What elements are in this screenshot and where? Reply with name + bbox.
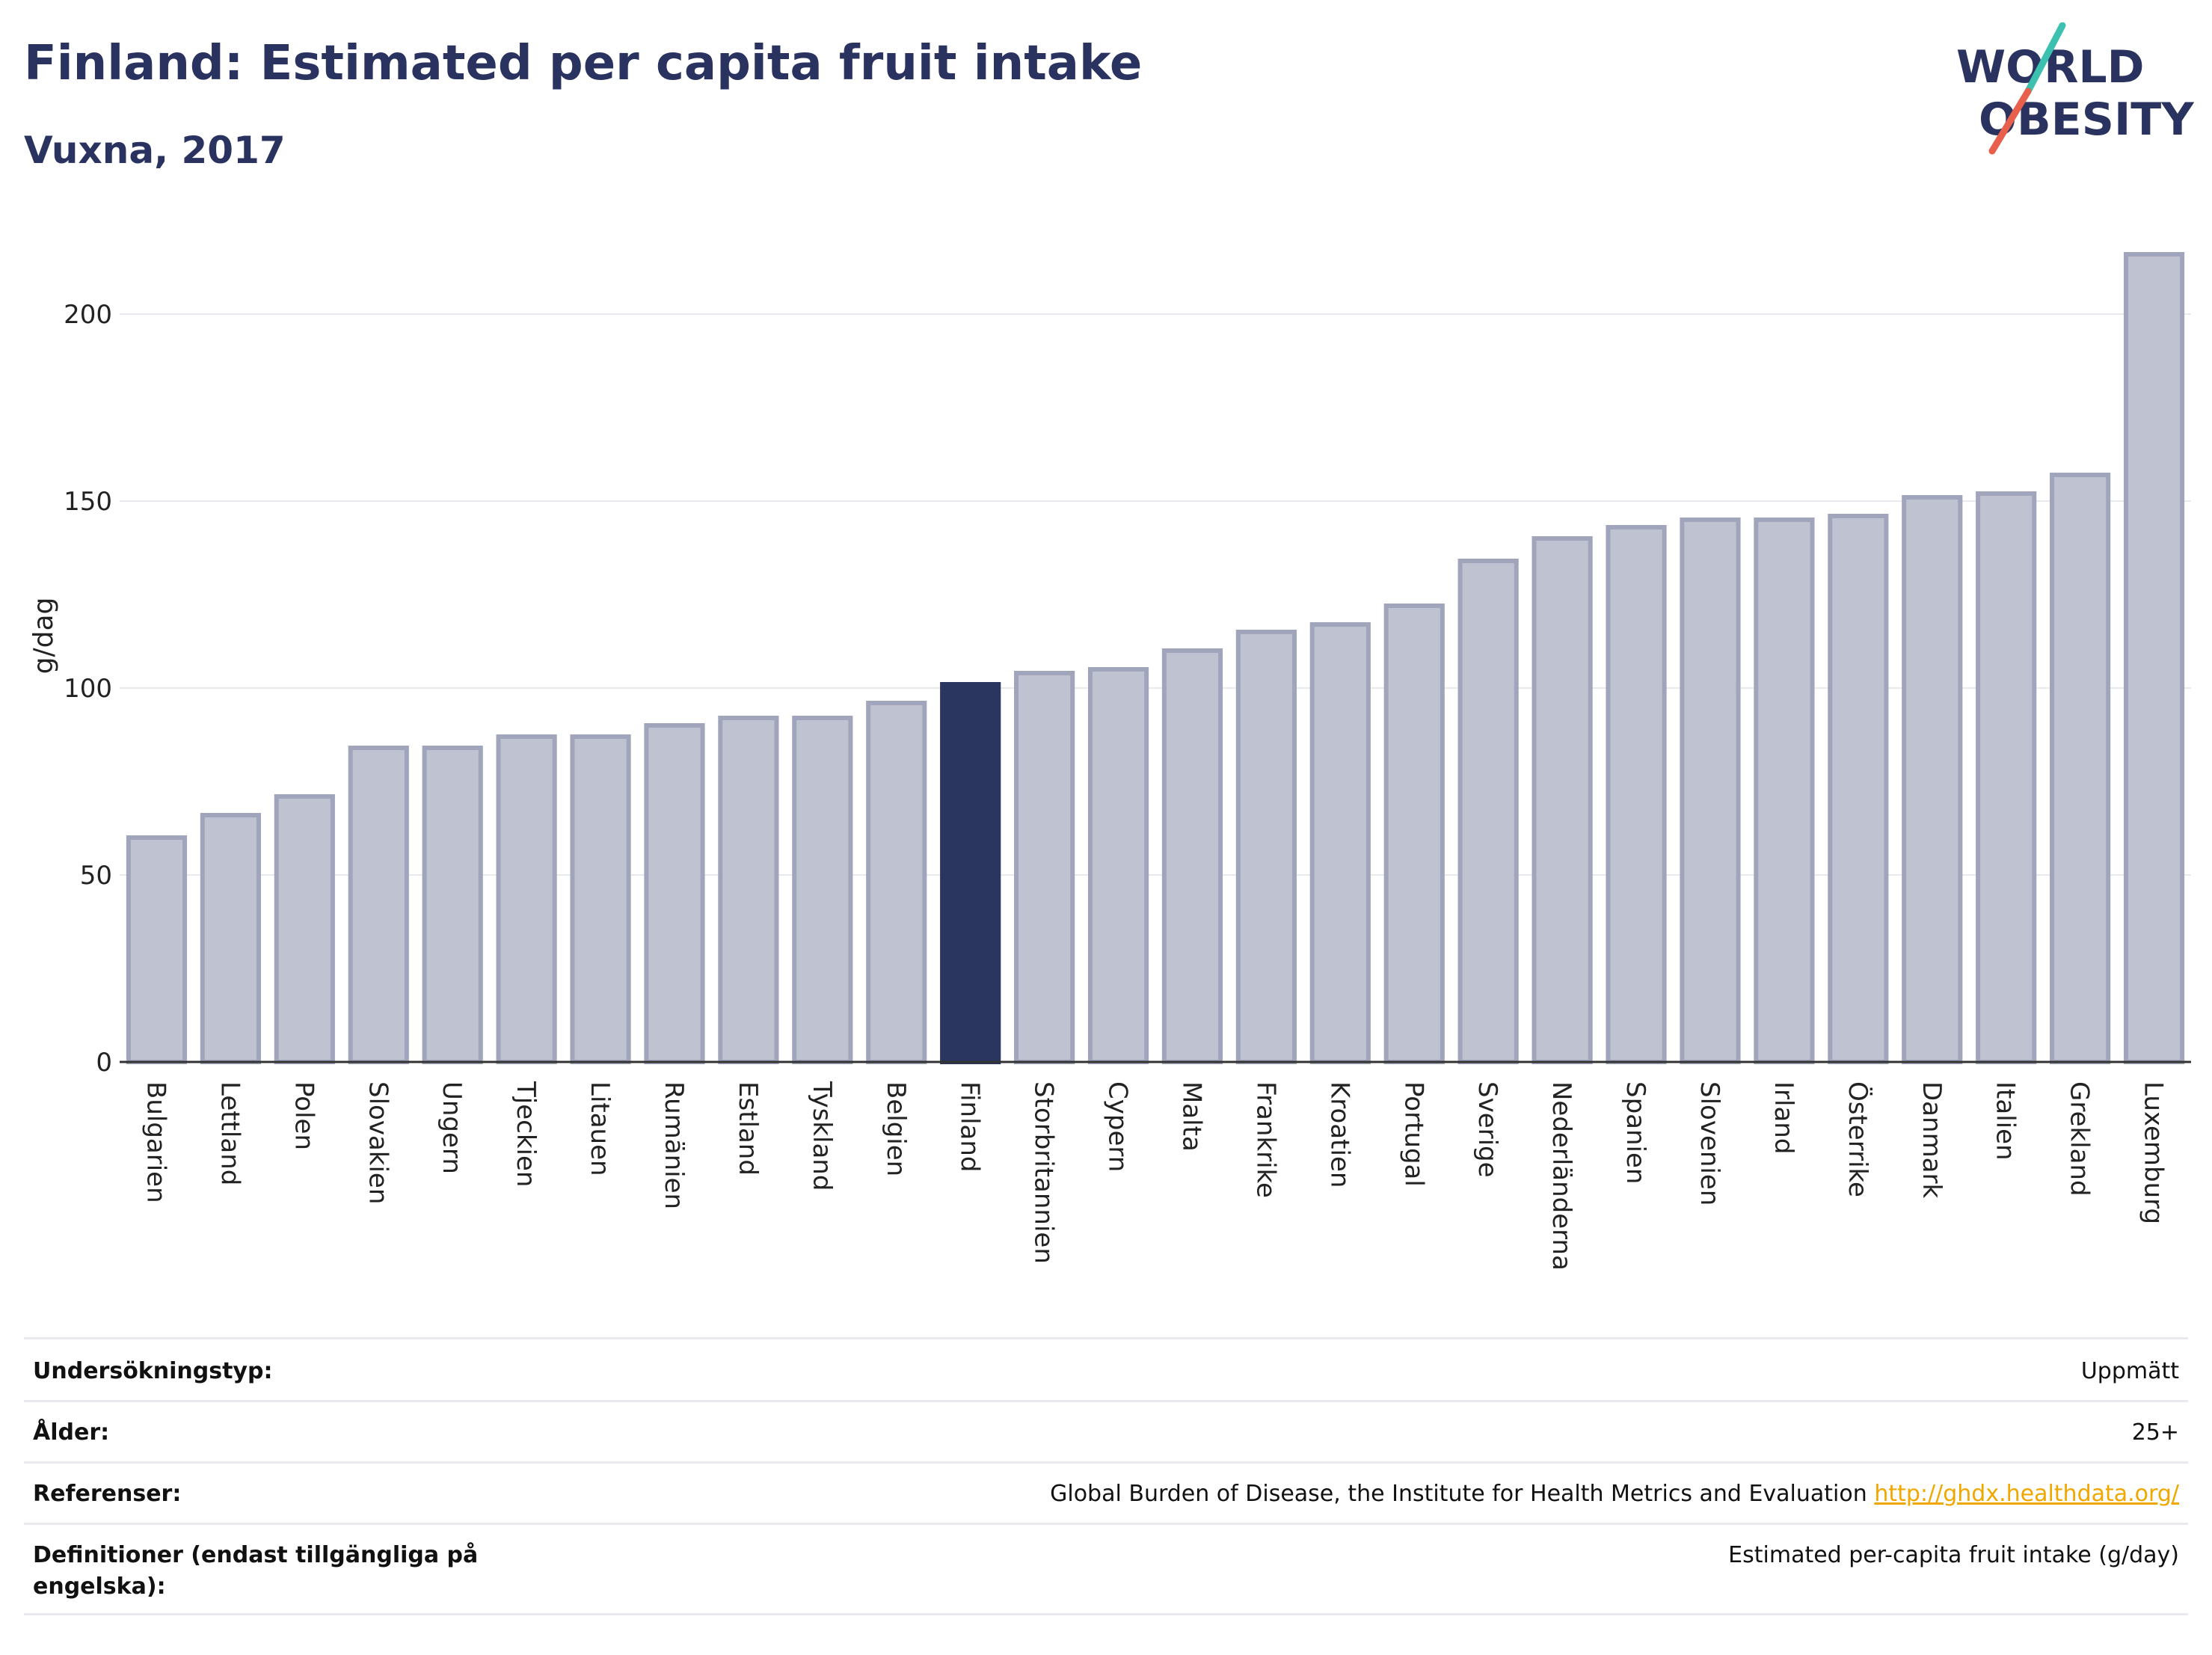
x-tick-label: Malta — [1176, 1081, 1206, 1152]
bar-spanien — [1606, 525, 1667, 1064]
x-tick-label: Grekland — [2065, 1081, 2095, 1197]
bar-slovakien — [348, 746, 409, 1064]
x-tick-label: Lettland — [215, 1081, 245, 1185]
bar-frankrike — [1235, 630, 1297, 1064]
bars — [126, 252, 2185, 1064]
y-tick-label: 200 — [64, 300, 112, 330]
x-tick-label: Irland — [1769, 1081, 1798, 1154]
x-tick-label: Luxemburg — [2139, 1081, 2169, 1224]
x-tick-label: Litauen — [585, 1081, 615, 1176]
x-tick-label: Portugal — [1398, 1081, 1428, 1187]
info-row-age: Ålder: 25+ — [24, 1400, 2188, 1461]
info-key: Undersökningstyp: — [33, 1358, 273, 1384]
world-obesity-logo: WORLD OBESITY — [1956, 22, 2195, 155]
reference-text: Global Burden of Disease, the Institute … — [1050, 1481, 1867, 1507]
x-tick-label: Bulgarien — [141, 1081, 170, 1203]
bar-sverige — [1457, 559, 1519, 1064]
x-tick-label: Polen — [289, 1081, 319, 1150]
logo-slash-teal — [2024, 22, 2066, 95]
bar-rumänien — [644, 723, 705, 1064]
x-axis-labels: Bulgarien Lettland Polen Slovakien Ungern Tje… — [141, 1081, 2168, 1271]
bar-polen — [274, 794, 335, 1064]
x-tick-label: Slovenien — [1695, 1081, 1724, 1206]
bar-nederländerna — [1531, 536, 1593, 1064]
y-tick-label: 0 — [96, 1048, 112, 1078]
chart-title: Finland: Estimated per capita fruit inta… — [24, 36, 1143, 91]
info-table: Undersökningstyp: Uppmätt Ålder: 25+ Ref… — [24, 1337, 2188, 1615]
x-tick-label: Sverige — [1472, 1081, 1502, 1178]
x-tick-label: Ungern — [437, 1081, 467, 1174]
bar-luxemburg — [2123, 252, 2185, 1064]
info-row-survey-type: Undersökningstyp: Uppmätt — [24, 1337, 2188, 1400]
bar-litauen — [570, 734, 631, 1064]
bar-ungern — [422, 746, 483, 1064]
x-tick-label: Storbritannien — [1029, 1081, 1059, 1264]
bar-cypern — [1087, 667, 1149, 1064]
x-tick-label: Rumänien — [659, 1081, 689, 1209]
info-value: 25+ — [2131, 1419, 2179, 1446]
bar-irland — [1754, 518, 1815, 1064]
x-tick-label: Danmark — [1917, 1081, 1947, 1198]
info-value: Uppmätt — [2080, 1358, 2179, 1384]
bar-italien — [1976, 491, 2037, 1064]
x-tick-label: Österrike — [1843, 1081, 1873, 1197]
x-tick-label: Finland — [955, 1081, 985, 1173]
info-key: Referenser: — [33, 1481, 182, 1507]
info-row-definitions: Definitioner (endast tillgängliga på eng… — [24, 1523, 2188, 1615]
bar-tyskland — [792, 716, 853, 1064]
x-tick-label: Cypern — [1103, 1081, 1133, 1172]
info-value: Estimated per-capita fruit intake (g/day… — [1728, 1542, 2179, 1568]
reference-link[interactable]: http://ghdx.healthdata.org/ — [1874, 1481, 2179, 1507]
bar-bulgarien — [126, 835, 188, 1064]
info-value-references: Global Burden of Disease, the Institute … — [1050, 1479, 2179, 1510]
bar-portugal — [1383, 604, 1445, 1064]
bar-slovenien — [1680, 518, 1741, 1064]
info-key: Definitioner (endast tillgängliga på eng… — [33, 1542, 479, 1600]
bar-estland — [718, 716, 779, 1064]
bar-danmark — [1902, 495, 1963, 1064]
bar-malta — [1161, 648, 1223, 1064]
bar-storbritannien — [1014, 671, 1075, 1064]
x-tick-label: Tyskland — [807, 1081, 837, 1191]
x-tick-label: Belgien — [881, 1081, 911, 1176]
bar-finland — [940, 682, 1001, 1064]
x-tick-label: Frankrike — [1250, 1081, 1280, 1198]
bar-tjeckien — [496, 734, 557, 1064]
bar-kroatien — [1309, 622, 1371, 1064]
x-tick-label: Tjeckien — [511, 1081, 541, 1187]
bar-lettland — [200, 813, 261, 1064]
bar-chart: 0 50 100 150 200 Bulgarien Lettland Polen Slova… — [28, 252, 2191, 1271]
bar-belgien — [866, 701, 927, 1064]
x-tick-label: Nederländerna — [1546, 1081, 1576, 1271]
info-key: Ålder: — [33, 1419, 110, 1446]
x-tick-label: Estland — [733, 1081, 763, 1176]
y-tick-label: 150 — [64, 487, 112, 517]
info-row-references: Referenser: Global Burden of Disease, th… — [24, 1461, 2188, 1523]
y-tick-label: 50 — [80, 861, 112, 891]
chart-subtitle: Vuxna, 2017 — [24, 129, 286, 172]
x-tick-label: Kroatien — [1324, 1081, 1354, 1188]
y-axis-label: g/dag — [28, 598, 59, 675]
x-tick-label: Italien — [1991, 1081, 2021, 1161]
x-tick-label: Slovakien — [363, 1081, 393, 1204]
y-tick-label: 100 — [64, 674, 112, 704]
y-axis-ticks: 0 50 100 150 200 — [64, 300, 112, 1078]
x-tick-label: Spanien — [1620, 1081, 1650, 1184]
bar-grekland — [2050, 473, 2111, 1064]
bar-österrike — [1828, 514, 1889, 1064]
logo-slash-red — [1988, 87, 2032, 155]
